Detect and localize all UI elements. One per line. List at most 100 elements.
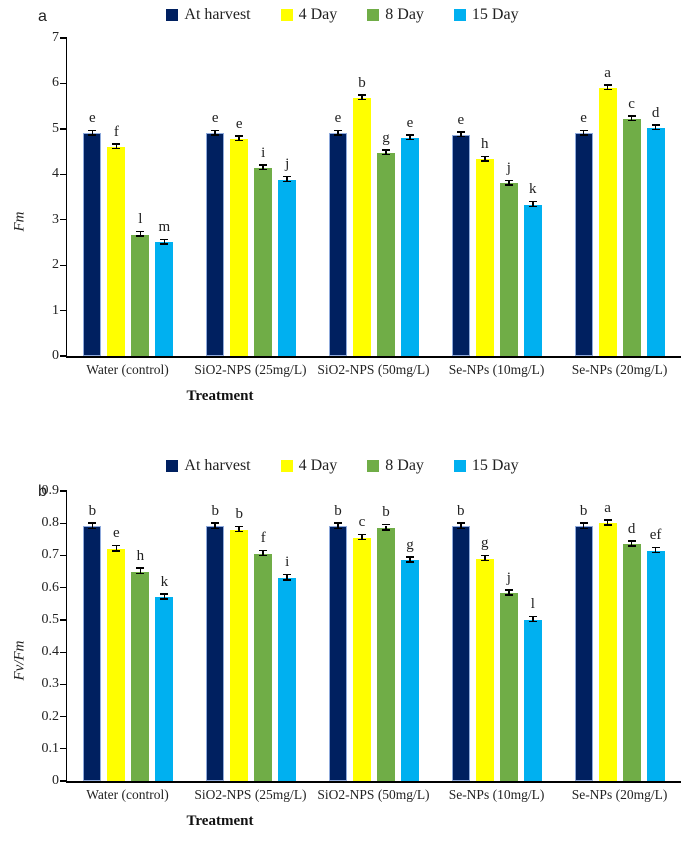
- error-bar: [582, 523, 585, 530]
- legend-swatch-15-day: [453, 9, 466, 21]
- bar-4-day: [230, 138, 249, 356]
- bar-column: f: [107, 38, 126, 356]
- y-tick-label: 0: [52, 348, 59, 363]
- error-bar-cap: [235, 135, 244, 137]
- bar-column: e: [230, 38, 249, 356]
- x-axis-title: Treatment: [186, 388, 254, 404]
- bar-column: c: [622, 38, 641, 356]
- bar-column: j: [499, 491, 518, 781]
- significance-letter: f: [260, 530, 266, 547]
- error-bar-cap: [88, 134, 97, 136]
- bar-8-day: [131, 571, 150, 781]
- y-tick-mark: [60, 490, 67, 492]
- error-bar-cap: [528, 615, 537, 618]
- bar-15-day: [646, 127, 665, 356]
- error-bar: [508, 590, 510, 596]
- x-axis-category-label: SiO2-NPS (50mg/L): [317, 362, 430, 377]
- error-bar: [115, 546, 118, 552]
- panel-b-letter: b: [38, 483, 47, 500]
- bar-4-day: [598, 87, 617, 356]
- y-tick-mark: [60, 619, 67, 621]
- bar-15-day: [646, 550, 665, 781]
- bar-8-day: [499, 593, 518, 781]
- y-tick-label: 5: [52, 120, 59, 136]
- bar-at-harvest: [206, 526, 225, 781]
- significance-letter: b: [358, 74, 366, 91]
- bar-at-harvest: [328, 133, 347, 356]
- legend-swatch-8-day: [367, 460, 380, 472]
- error-bar-cap: [504, 589, 513, 591]
- bar-15-day: [523, 619, 542, 781]
- error-bar: [91, 523, 94, 530]
- x-axis-category-label: Se-NPs (10mg/L): [448, 787, 545, 802]
- bar-groups: b e h k b b f i b c b g b g j l b a d ef: [67, 491, 681, 781]
- error-bar-cap: [579, 522, 588, 524]
- x-axis-title: Treatment: [186, 813, 254, 829]
- error-bar: [508, 181, 510, 186]
- error-bar-cap: [333, 134, 342, 136]
- significance-letter: g: [406, 536, 414, 553]
- bar-column: j: [499, 38, 518, 356]
- bar-column: i: [278, 491, 297, 781]
- y-axis-title-text: Fv/Fm: [11, 640, 28, 681]
- error-bar-cap: [259, 164, 268, 166]
- bar-at-harvest: [83, 133, 102, 356]
- error-bar-cap: [480, 554, 489, 557]
- error-bar-cap: [160, 238, 169, 241]
- error-bar: [238, 527, 240, 533]
- error-bar-cap: [88, 522, 97, 524]
- error-bar-cap: [603, 524, 612, 526]
- significance-letter: d: [627, 520, 636, 537]
- bar-column: c: [352, 491, 371, 781]
- error-bar: [460, 523, 462, 530]
- y-tick-mark: [60, 748, 67, 750]
- y-tick-label: 6: [52, 75, 59, 91]
- significance-letter: g: [481, 535, 489, 552]
- y-tick-mark: [60, 309, 67, 312]
- y-tick-mark: [60, 780, 67, 782]
- y-tick-mark: [60, 82, 67, 85]
- bar-4-day: [475, 558, 494, 781]
- bar-column: a: [598, 491, 617, 781]
- legend-label: At harvest: [184, 457, 251, 474]
- y-tick-label: 0.5: [41, 611, 60, 627]
- error-bar: [163, 594, 166, 600]
- y-tick-label: 7: [52, 30, 59, 45]
- error-bar-cap: [160, 243, 169, 245]
- significance-letter: i: [285, 554, 290, 571]
- bar-at-harvest: [206, 133, 225, 356]
- error-bar: [532, 202, 534, 207]
- y-tick-label: 0: [52, 773, 59, 788]
- bar-column: d: [622, 491, 641, 781]
- y-axis-title-text: Fm: [11, 211, 28, 232]
- legend-label: 4 Day: [298, 457, 338, 474]
- error-bar: [337, 523, 339, 530]
- bar-15-day: [400, 137, 419, 356]
- bar-column: j: [278, 38, 297, 356]
- error-bar: [606, 85, 609, 91]
- error-bar-cap: [136, 572, 145, 575]
- bar-column: e: [451, 38, 470, 356]
- bar-15-day: [278, 179, 297, 356]
- bar-column: e: [83, 38, 102, 356]
- y-tick-label: 0.7: [41, 547, 60, 563]
- significance-letter: l: [138, 211, 143, 228]
- bar-at-harvest: [574, 526, 593, 781]
- legend-item: At harvest: [166, 6, 251, 24]
- panel-a-letter: a: [38, 8, 47, 25]
- error-bar-cap: [88, 129, 97, 132]
- y-tick-label: 1: [52, 302, 59, 318]
- legend-swatch-15-day: [453, 460, 466, 472]
- bar-at-harvest: [451, 526, 470, 781]
- error-bar: [654, 125, 657, 131]
- error-bar: [460, 132, 462, 138]
- bar-column: b: [451, 491, 470, 781]
- error-bar-cap: [136, 567, 145, 569]
- error-bar: [385, 525, 387, 531]
- bar-column: k: [523, 38, 542, 356]
